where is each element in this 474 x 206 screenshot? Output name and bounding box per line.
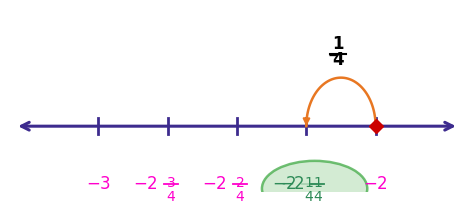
Text: $\mathbf{1}$: $\mathbf{1}$ (332, 35, 345, 53)
Text: $4$: $4$ (312, 190, 322, 204)
Text: $3$: $3$ (166, 177, 175, 191)
Text: $-2$: $-2$ (202, 175, 228, 193)
Text: $-$: $-$ (328, 48, 339, 62)
Text: $1$: $1$ (313, 177, 322, 191)
Text: $-2$: $-2$ (363, 175, 388, 193)
Text: $4$: $4$ (304, 190, 314, 204)
Text: $-2$: $-2$ (133, 175, 158, 193)
Text: $1$: $1$ (304, 177, 314, 191)
Text: $4$: $4$ (165, 190, 176, 204)
Ellipse shape (262, 161, 367, 206)
Text: $-3$: $-3$ (86, 175, 111, 193)
Text: $-2$: $-2$ (280, 175, 305, 193)
Text: $-2$: $-2$ (272, 175, 297, 193)
Text: $2$: $2$ (235, 177, 245, 191)
Text: $4$: $4$ (235, 190, 245, 204)
Text: $\mathbf{4}$: $\mathbf{4}$ (332, 51, 345, 69)
